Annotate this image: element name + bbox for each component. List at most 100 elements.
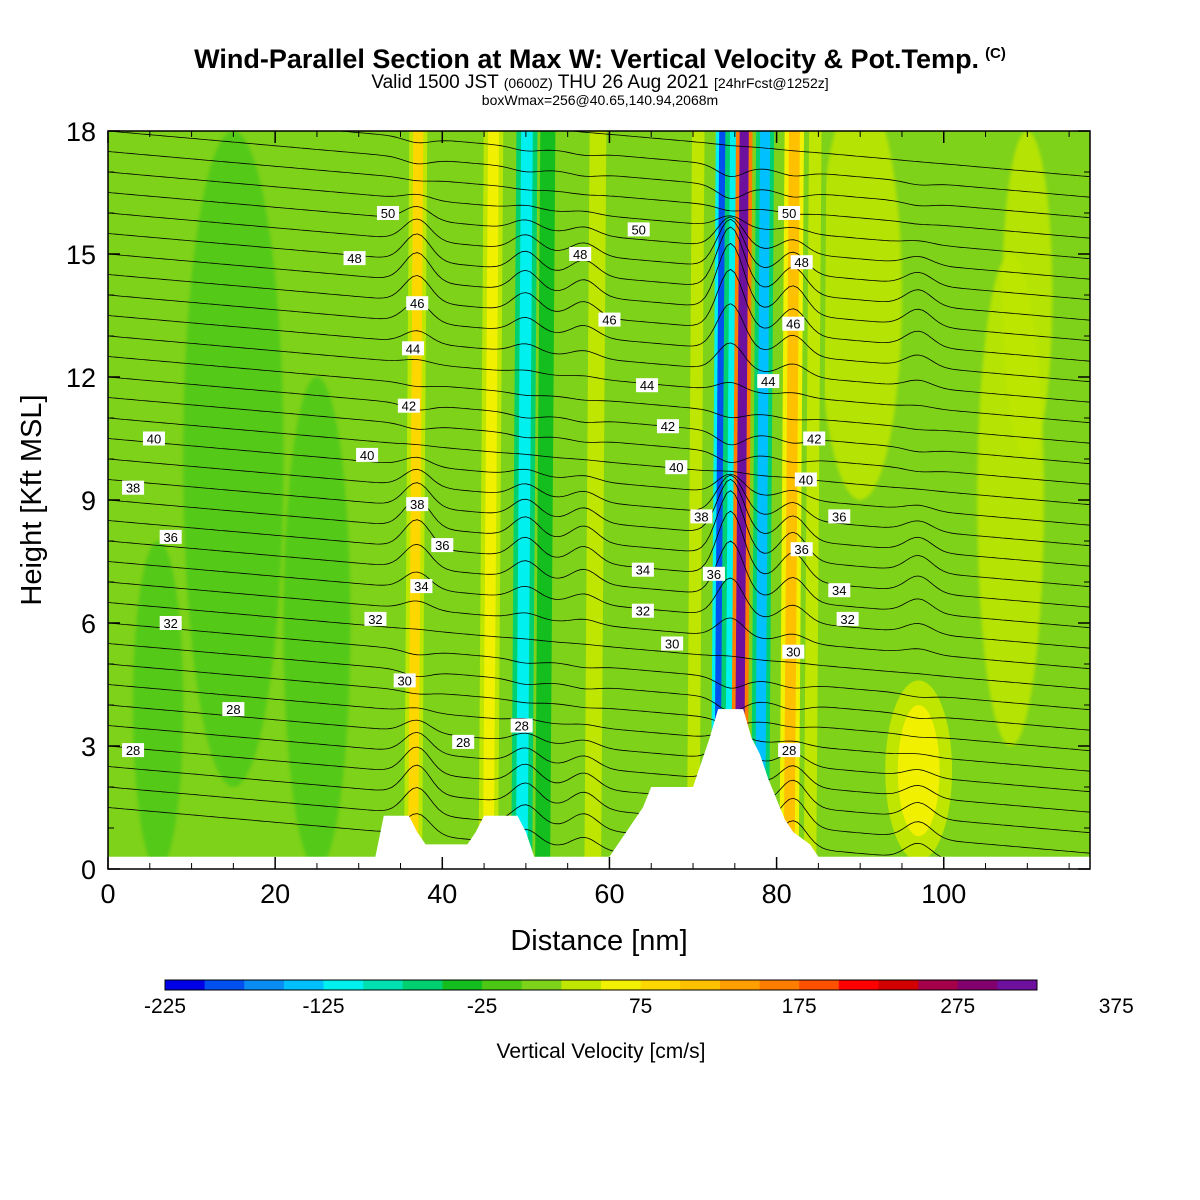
- w-band: [783, 131, 800, 869]
- theta-contour-line: [108, 226, 1090, 321]
- contour-label-bg: [406, 296, 429, 311]
- y-tick-label: 9: [81, 486, 96, 516]
- theta-contour-line: [108, 397, 1090, 485]
- colorbar-swatch: [204, 980, 245, 990]
- colorbar-swatch: [442, 980, 483, 990]
- contour-label: 30: [665, 637, 679, 652]
- contour-label-bg: [778, 743, 801, 758]
- theta-contour-line: [108, 294, 1090, 383]
- contour-label-bg: [222, 702, 245, 717]
- y-tick-label: 3: [81, 732, 96, 762]
- colorbar-tick-label: -125: [303, 995, 345, 1018]
- x-tick-label: 80: [762, 879, 792, 909]
- x-tick-label: 100: [921, 879, 966, 909]
- contour-label: 32: [163, 616, 177, 631]
- w-band: [425, 131, 440, 869]
- colorbar-swatch: [680, 980, 721, 990]
- theta-contour-line: [108, 510, 1090, 608]
- theta-contour-line: [108, 725, 1090, 813]
- theta-contour-line: [108, 807, 926, 869]
- colorbar-tick-label: 175: [782, 995, 817, 1018]
- w-band: [754, 131, 771, 869]
- contour-label-bg: [656, 419, 679, 434]
- contour-label: 44: [640, 378, 654, 393]
- contour-label: 28: [126, 743, 140, 758]
- contour-label: 38: [694, 509, 708, 524]
- contour-label-bg: [790, 255, 813, 270]
- contour-label-bg: [159, 616, 182, 630]
- contour-label: 36: [163, 530, 177, 545]
- contour-label: 42: [402, 399, 416, 414]
- colorbar-tick-label: 375: [1099, 995, 1134, 1018]
- contour-label: 32: [636, 604, 650, 619]
- contour-label-bg: [690, 509, 713, 524]
- contour-label: 36: [832, 509, 846, 524]
- theta-contour-line: [108, 438, 1090, 526]
- y-tick-label: 0: [81, 855, 96, 885]
- theta-contour-line: [108, 663, 1090, 752]
- w-patch: [183, 131, 284, 787]
- contour-label-bg: [343, 251, 366, 266]
- contour-label: 40: [669, 460, 683, 475]
- contour-label-bg: [364, 611, 387, 626]
- contour-label-bg: [778, 206, 801, 220]
- y-tick-label: 6: [81, 609, 96, 639]
- colorbar-swatch: [402, 980, 443, 990]
- theta-contour-line: [108, 561, 1090, 649]
- theta-contours: [108, 131, 1090, 869]
- theta-contour-line: [108, 740, 1090, 834]
- w-patch: [283, 377, 351, 869]
- theta-contour-line: [108, 581, 1090, 670]
- theta-contour-line: [108, 171, 1090, 260]
- contour-label-bg: [794, 472, 817, 487]
- x-axis-label: Distance [nm]: [510, 925, 687, 957]
- contour-label: 38: [126, 481, 140, 496]
- contour-label: 32: [368, 612, 382, 627]
- contour-label-bg: [406, 497, 429, 512]
- contour-label: 46: [786, 317, 800, 332]
- contour-label-bg: [122, 480, 145, 495]
- w-patch: [1002, 131, 1053, 459]
- contour-label: 28: [226, 702, 240, 717]
- colorbar-tick-label: 75: [629, 995, 652, 1018]
- colorbar-swatch: [799, 980, 840, 990]
- theta-contour-line: [108, 780, 1041, 869]
- contour-label: 36: [794, 542, 808, 557]
- colorbar-label: Vertical Velocity [cm/s]: [497, 1040, 706, 1063]
- contour-label-bg: [569, 247, 592, 261]
- contour-label-bg: [836, 611, 859, 626]
- theta-contour-line: [108, 540, 1090, 629]
- contour-label: 50: [381, 206, 395, 221]
- contour-label: 48: [347, 251, 361, 266]
- contour-label-bg: [782, 316, 805, 331]
- colorbar-frame: [164, 979, 1038, 991]
- contour-label-bg: [636, 378, 659, 393]
- w-band: [909, 729, 928, 812]
- colorbar-tick-label: -225: [144, 995, 186, 1018]
- colorbar-swatch: [838, 980, 879, 990]
- copyright-mark: (C): [985, 45, 1006, 62]
- contour-label-bg: [397, 398, 420, 413]
- contour-label: 48: [573, 247, 587, 262]
- contour-label: 42: [807, 432, 821, 447]
- contour-label: 30: [786, 645, 800, 660]
- theta-contour-line: [108, 417, 1090, 506]
- contour-label: 44: [761, 374, 775, 389]
- colorbar: -225 -125 -25 75 175 275 375: [144, 979, 1134, 1018]
- colorbar-swatch: [719, 980, 761, 990]
- colorbar-swatch: [482, 980, 523, 990]
- contour-label-bg: [402, 341, 425, 356]
- theta-contour-line: [108, 602, 1090, 690]
- contour-label: 40: [799, 473, 813, 488]
- colorbar-swatch: [363, 980, 404, 990]
- x-tick-label: 0: [100, 879, 115, 909]
- theta-contour-line: [108, 268, 1090, 362]
- colorbar-swatch: [918, 980, 959, 990]
- theta-contour-line: [108, 212, 1090, 301]
- theta-contour-line: [108, 458, 1090, 547]
- colorbar-swatch: [165, 980, 206, 990]
- contour-label-bg: [661, 636, 684, 651]
- contour-label-bg: [631, 603, 654, 618]
- contour-label-bg: [410, 579, 433, 594]
- contour-label: 40: [147, 432, 161, 447]
